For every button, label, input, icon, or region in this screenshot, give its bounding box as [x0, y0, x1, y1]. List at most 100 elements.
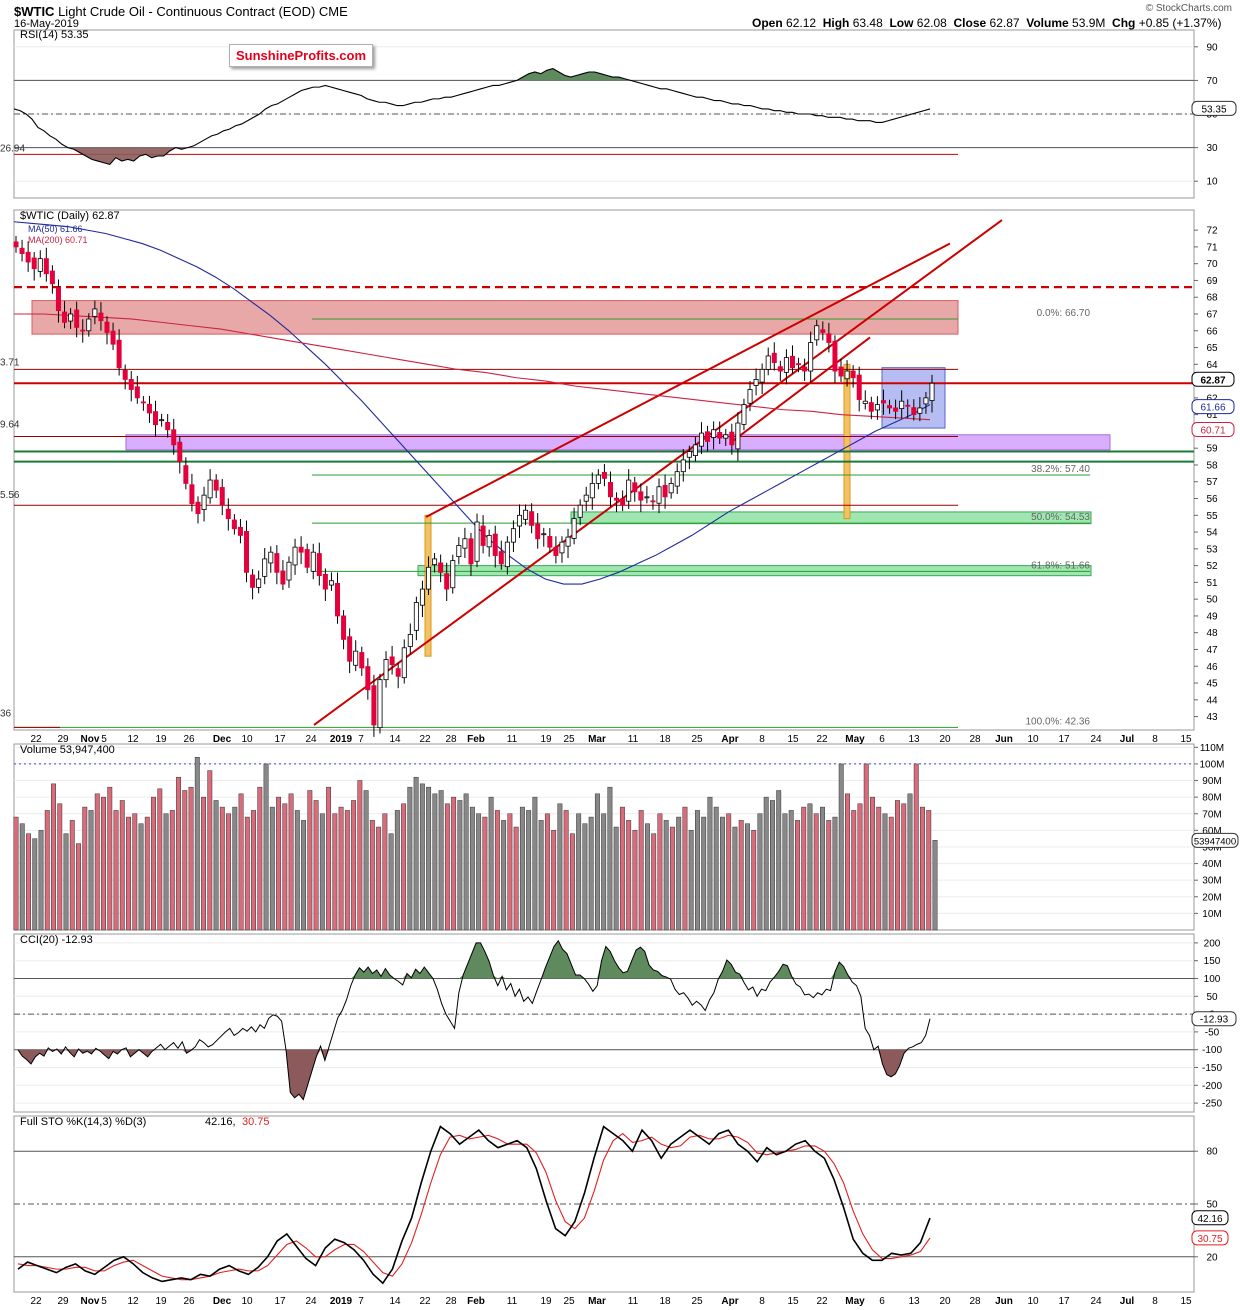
volume-bar-down: [795, 820, 800, 931]
x-axis-label: 28: [445, 734, 457, 745]
volume-bar-down: [244, 816, 250, 931]
candle-down: [547, 536, 553, 548]
rsi-tick-label: 70: [1206, 76, 1218, 87]
x-axis-label: 26: [183, 734, 195, 745]
volume-bar-up: [607, 786, 613, 931]
candle-up: [286, 561, 292, 581]
candle-up: [541, 533, 547, 536]
sto-d-line: [17, 1132, 931, 1281]
volume-bar-down: [632, 830, 638, 931]
candle-down: [729, 431, 735, 446]
x-axis-label: 29: [57, 1296, 69, 1307]
candle-up: [510, 528, 516, 543]
cci-value-tag-label: -12.93: [1200, 1015, 1229, 1026]
volume-bar-down: [276, 796, 282, 931]
candle-up: [899, 400, 905, 410]
rsi-tick-label: 10: [1206, 177, 1218, 188]
candle-up: [565, 536, 571, 547]
x-axis-label: 25: [691, 734, 703, 745]
rsi-line: [13, 68, 931, 166]
volume-bar-up: [776, 790, 782, 931]
candle-up: [783, 357, 789, 373]
candle-down: [153, 411, 159, 426]
x-axis-label: 12: [127, 1296, 139, 1307]
volume-bar-up: [532, 796, 538, 931]
volume-tick-label: 30M: [1202, 876, 1221, 887]
x-axis-label: 14: [389, 1296, 401, 1307]
price-value-tag-label: 60.71: [1200, 426, 1225, 437]
candle-down: [893, 407, 899, 412]
candle-up: [413, 602, 419, 631]
candle-down: [468, 538, 474, 565]
wedge-upper-line: [425, 242, 951, 518]
volume-bar-down: [657, 813, 663, 931]
price-left-label: 9.64: [0, 420, 20, 431]
price-tick-label: 57: [1206, 477, 1218, 488]
price-left-label: 36: [0, 708, 12, 719]
x-axis-label: 18: [659, 734, 671, 745]
candle-up: [711, 429, 717, 438]
x-axis-label: 17: [274, 1296, 286, 1307]
volume-bar-up: [832, 816, 838, 931]
x-axis-label: 19: [155, 734, 167, 745]
price-tick-label: 52: [1206, 561, 1218, 572]
cci-tick-label: -100: [1202, 1045, 1222, 1056]
x-axis-label: 5: [101, 1296, 107, 1307]
candle-up: [814, 325, 820, 341]
volume-tick-label: 70M: [1202, 809, 1221, 820]
volume-bar-up: [488, 796, 494, 931]
candle-up: [759, 368, 765, 383]
candle-down: [796, 363, 802, 366]
candle-up: [668, 483, 674, 494]
volume-bar-up: [676, 816, 682, 931]
candle-up: [401, 647, 407, 679]
price-tick-label: 59: [1206, 444, 1218, 455]
x-axis-label: 19: [540, 734, 552, 745]
candle-down: [80, 329, 86, 332]
volume-bar-down: [638, 810, 644, 931]
price-value-tag: [1191, 399, 1235, 415]
price-tick-label: 48: [1206, 628, 1218, 639]
x-axis-label: May: [845, 1296, 865, 1307]
volume-bar-down: [482, 816, 488, 931]
volume-bar-down: [76, 843, 81, 931]
candle-down: [49, 270, 55, 285]
price-value-tag: [1191, 371, 1235, 387]
x-axis-label: Apr: [721, 1296, 738, 1307]
candle-down: [341, 615, 347, 640]
x-axis-label: Mar: [588, 734, 606, 745]
volume-bar-down: [651, 833, 657, 931]
x-axis-label: 18: [659, 1296, 671, 1307]
candle-down: [219, 487, 225, 506]
volume-bar-down: [382, 813, 388, 931]
ma50-line: [13, 221, 931, 585]
volume-bar-up: [501, 820, 507, 931]
volume-bar-up: [476, 813, 482, 931]
volume-bar-up: [419, 783, 425, 931]
candle-down: [601, 471, 607, 479]
volume-bar-up: [820, 806, 825, 931]
volume-tick-label: 100M: [1199, 759, 1224, 770]
exchange-label: CME: [318, 4, 348, 19]
volume-bar-down: [801, 806, 807, 931]
volume-bar-down: [257, 786, 263, 931]
volume-bar-up: [713, 806, 719, 931]
volume-bar-down: [444, 803, 450, 931]
x-axis-label: 11: [628, 734, 639, 745]
x-axis-label: Jun: [995, 1296, 1013, 1307]
candle-up: [577, 504, 583, 518]
volume-bar-down: [57, 803, 63, 931]
x-axis-label: 14: [389, 734, 401, 745]
volume-bar-up: [469, 806, 475, 931]
volume-bar-up: [663, 820, 669, 931]
candle-down: [905, 404, 911, 407]
volume-bar-up: [588, 816, 594, 931]
volume-bar-up: [319, 813, 325, 931]
volume-bar-down: [344, 810, 350, 931]
candle-down: [389, 656, 395, 665]
volume-bar-down: [132, 813, 138, 931]
volume-bar-down: [107, 786, 113, 931]
candle-down: [395, 668, 401, 677]
cci-legend: CCI(20) -12.93: [20, 934, 93, 946]
fib-zone-61: [417, 565, 1092, 577]
